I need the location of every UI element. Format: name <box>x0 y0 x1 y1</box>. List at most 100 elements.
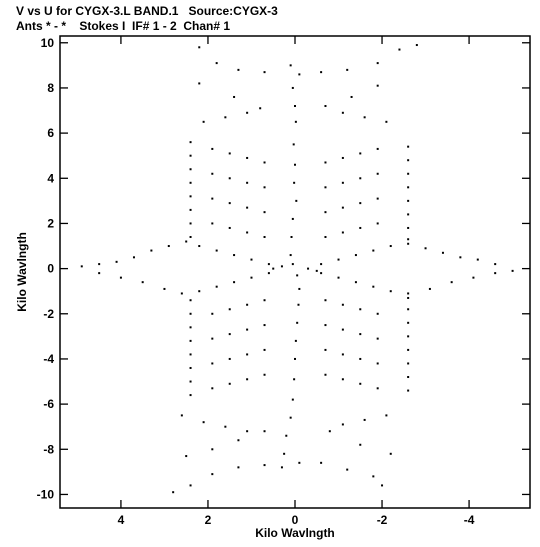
data-point <box>407 186 410 189</box>
data-point <box>228 152 231 155</box>
data-point <box>476 258 479 261</box>
data-point <box>298 287 301 290</box>
data-point <box>280 466 283 469</box>
data-point <box>350 95 353 98</box>
data-point <box>372 249 375 252</box>
data-point <box>267 263 270 266</box>
data-point <box>385 414 388 417</box>
data-point <box>324 105 327 108</box>
data-point <box>189 299 192 302</box>
data-point <box>198 245 201 248</box>
y-tick-label: 10 <box>41 36 55 50</box>
x-tick-label: -4 <box>464 513 475 527</box>
data-point <box>233 254 236 257</box>
data-point <box>346 468 349 471</box>
data-point <box>324 186 327 189</box>
y-tick-label: 0 <box>47 262 54 276</box>
data-point <box>211 312 214 315</box>
data-point <box>385 120 388 123</box>
data-point <box>246 378 249 381</box>
data-point <box>246 206 249 209</box>
data-point <box>250 258 253 261</box>
y-tick-label: -2 <box>43 307 54 321</box>
data-point <box>189 181 192 184</box>
data-point <box>295 199 298 202</box>
x-tick-label: 0 <box>292 513 299 527</box>
data-point <box>389 290 392 293</box>
data-point <box>359 226 362 229</box>
data-point <box>228 382 231 385</box>
y-tick-label: 8 <box>47 81 54 95</box>
data-point <box>341 231 344 234</box>
data-point <box>337 258 340 261</box>
data-point <box>328 430 331 433</box>
data-point <box>341 206 344 209</box>
data-point <box>372 285 375 288</box>
y-tick-label: -10 <box>37 487 55 501</box>
data-point <box>228 226 231 229</box>
data-point <box>189 168 192 171</box>
data-point <box>189 222 192 225</box>
data-point <box>407 242 410 245</box>
data-point <box>189 394 192 397</box>
data-point <box>283 452 286 455</box>
data-point <box>202 120 205 123</box>
data-point <box>341 353 344 356</box>
data-point <box>341 156 344 159</box>
data-point <box>389 245 392 248</box>
data-point <box>291 86 294 89</box>
data-point <box>228 202 231 205</box>
data-point <box>189 326 192 329</box>
data-point <box>359 443 362 446</box>
data-point <box>315 269 318 272</box>
data-point <box>428 287 431 290</box>
data-point <box>289 254 292 257</box>
data-point <box>407 226 410 229</box>
data-point <box>376 337 379 340</box>
data-point <box>407 376 410 379</box>
data-point <box>359 202 362 205</box>
data-point <box>198 82 201 85</box>
data-point <box>359 152 362 155</box>
data-point <box>341 423 344 426</box>
data-point <box>80 265 83 268</box>
data-point <box>407 362 410 365</box>
x-axis: 4 2 0 -2 -4 <box>118 36 475 527</box>
data-point <box>246 111 249 114</box>
data-point <box>341 181 344 184</box>
data-point <box>320 71 323 74</box>
data-point <box>511 269 514 272</box>
x-tick-label: 2 <box>205 513 212 527</box>
data-point <box>172 491 175 494</box>
data-point <box>280 265 283 268</box>
data-point <box>263 71 266 74</box>
data-point <box>267 272 270 275</box>
data-point <box>293 378 296 381</box>
data-point <box>320 263 323 266</box>
data-point <box>324 324 327 327</box>
data-point <box>494 272 497 275</box>
data-point <box>341 328 344 331</box>
data-point <box>233 281 236 284</box>
data-point <box>202 421 205 424</box>
data-point <box>198 290 201 293</box>
data-point <box>294 120 297 123</box>
data-point <box>163 287 166 290</box>
data-point <box>407 213 410 216</box>
data-point <box>228 357 231 360</box>
x-tick-label: 4 <box>118 513 125 527</box>
data-point <box>189 353 192 356</box>
data-point <box>297 303 300 306</box>
data-point <box>211 147 214 150</box>
data-point <box>263 186 266 189</box>
data-point <box>459 256 462 259</box>
data-point <box>167 245 170 248</box>
data-point <box>346 68 349 71</box>
y-tick-label: -8 <box>43 442 54 456</box>
data-point <box>285 434 288 437</box>
data-point <box>359 382 362 385</box>
data-point <box>233 95 236 98</box>
data-point <box>228 308 231 311</box>
data-point <box>263 430 266 433</box>
data-point <box>98 263 101 266</box>
